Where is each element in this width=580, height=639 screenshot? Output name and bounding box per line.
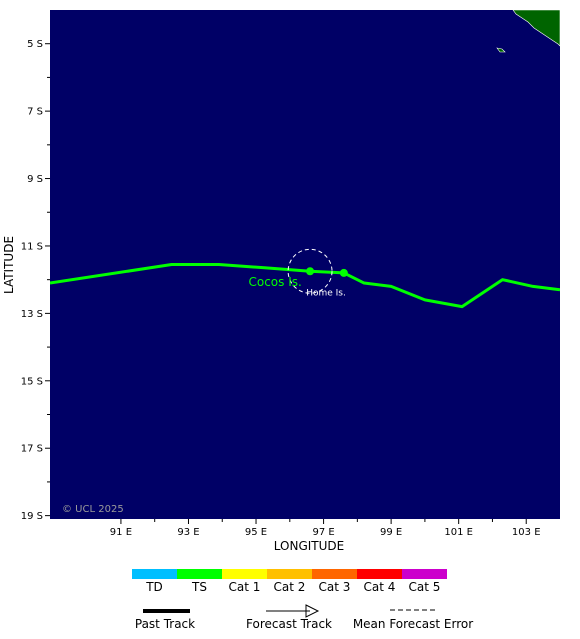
lat-tick-label: 13 S [21, 309, 43, 320]
mean-forecast-error-label: Mean Forecast Error [353, 617, 473, 631]
lon-tick-label: 95 E [245, 527, 267, 538]
lat-tick-label: 15 S [21, 376, 43, 387]
x-axis-title: LONGITUDE [274, 539, 344, 553]
legend-swatch [177, 569, 222, 579]
lon-tick-label: 103 E [512, 527, 541, 538]
legend-swatch [357, 569, 402, 579]
track-position-marker [339, 268, 348, 277]
legend-category-label: Cat 4 [364, 580, 396, 594]
forecast-track-label: Forecast Track [246, 617, 332, 631]
legend-category-label: Cat 2 [274, 580, 306, 594]
lat-tick-label: 9 S [27, 174, 43, 185]
home-island-label: Home Is. [306, 288, 346, 298]
legend-swatch [222, 569, 267, 579]
lon-tick-label: 91 E [110, 527, 132, 538]
cocos-islands-label: Cocos Is. [248, 275, 301, 289]
legend-swatch [267, 569, 312, 579]
legend-category-label: Cat 3 [319, 580, 351, 594]
legend-category-label: TD [145, 580, 163, 594]
lat-tick-label: 11 S [21, 241, 43, 252]
lat-tick-label: 5 S [27, 39, 43, 50]
legend-category-label: TS [191, 580, 207, 594]
legend-lines: Past Track Forecast Track Mean Forecast … [135, 604, 473, 631]
track-position-marker [306, 267, 315, 276]
ocean-background [50, 10, 560, 519]
legend-category-label: Cat 5 [409, 580, 441, 594]
lat-tick-label: 19 S [21, 511, 43, 522]
lat-tick-label: 17 S [21, 444, 43, 455]
legend-swatch [312, 569, 357, 579]
copyright-text: © UCL 2025 [62, 504, 124, 515]
legend-swatch [132, 569, 177, 579]
lon-tick-label: 99 E [380, 527, 402, 538]
legend-category-label: Cat 1 [229, 580, 261, 594]
lon-tick-label: 97 E [312, 527, 334, 538]
y-axis-title: LATITUDE [2, 236, 16, 294]
lon-tick-label: 93 E [177, 527, 199, 538]
forecast-arrow-icon [305, 604, 320, 618]
forecast-error-circle [287, 248, 333, 294]
storm-track-line [50, 263, 560, 309]
past-track-label: Past Track [135, 617, 195, 631]
lat-tick-label: 7 S [27, 107, 43, 118]
land-masses [496, 10, 560, 53]
sumatra-landmass [512, 10, 560, 47]
legend-swatch [402, 569, 447, 579]
enggano-island [496, 47, 506, 53]
lon-tick-label: 101 E [444, 527, 473, 538]
